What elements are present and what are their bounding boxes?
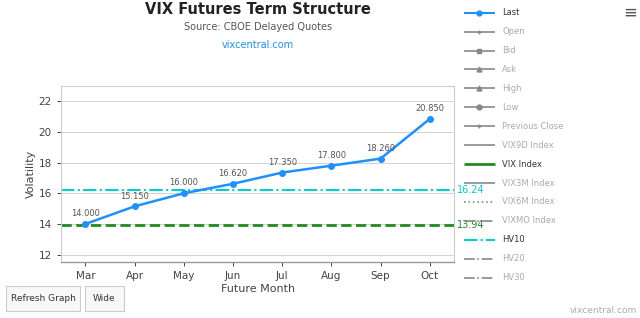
- Text: Wide: Wide: [93, 294, 116, 303]
- Text: HV20: HV20: [502, 254, 525, 263]
- Text: 14.000: 14.000: [71, 209, 100, 218]
- Text: Last: Last: [502, 8, 520, 17]
- Text: 17.800: 17.800: [317, 151, 346, 160]
- Text: VIX6M Index: VIX6M Index: [502, 197, 555, 206]
- Text: Source: CBOE Delayed Quotes: Source: CBOE Delayed Quotes: [184, 22, 332, 32]
- Text: 13.94: 13.94: [457, 220, 484, 230]
- Text: ≡: ≡: [623, 3, 637, 21]
- Text: vixcentral.com: vixcentral.com: [570, 306, 637, 315]
- Text: Refresh Graph: Refresh Graph: [11, 294, 76, 303]
- Text: 16.000: 16.000: [170, 178, 198, 187]
- Text: vixcentral.com: vixcentral.com: [221, 40, 294, 50]
- Text: Low: Low: [502, 103, 519, 112]
- Text: 20.850: 20.850: [415, 104, 444, 113]
- Text: High: High: [502, 84, 522, 93]
- Text: HV10: HV10: [502, 235, 525, 244]
- X-axis label: Future Month: Future Month: [221, 284, 294, 294]
- Text: VIX Futures Term Structure: VIX Futures Term Structure: [145, 2, 371, 17]
- Text: 15.150: 15.150: [120, 191, 149, 201]
- Text: Ask: Ask: [502, 65, 517, 74]
- Text: 18.260: 18.260: [366, 144, 395, 153]
- Text: Bid: Bid: [502, 46, 516, 55]
- Text: Previous Close: Previous Close: [502, 122, 564, 131]
- Text: HV30: HV30: [502, 273, 525, 282]
- Text: 16.24: 16.24: [457, 185, 484, 195]
- Text: 16.620: 16.620: [218, 169, 248, 178]
- Y-axis label: Volatility: Volatility: [26, 150, 36, 198]
- Text: VIX3M Index: VIX3M Index: [502, 178, 555, 188]
- Text: VIX Index: VIX Index: [502, 160, 543, 169]
- Text: VIX9D Index: VIX9D Index: [502, 141, 554, 150]
- Text: 17.350: 17.350: [268, 158, 297, 167]
- Text: VIXMO Index: VIXMO Index: [502, 216, 556, 225]
- Text: Open: Open: [502, 27, 525, 36]
